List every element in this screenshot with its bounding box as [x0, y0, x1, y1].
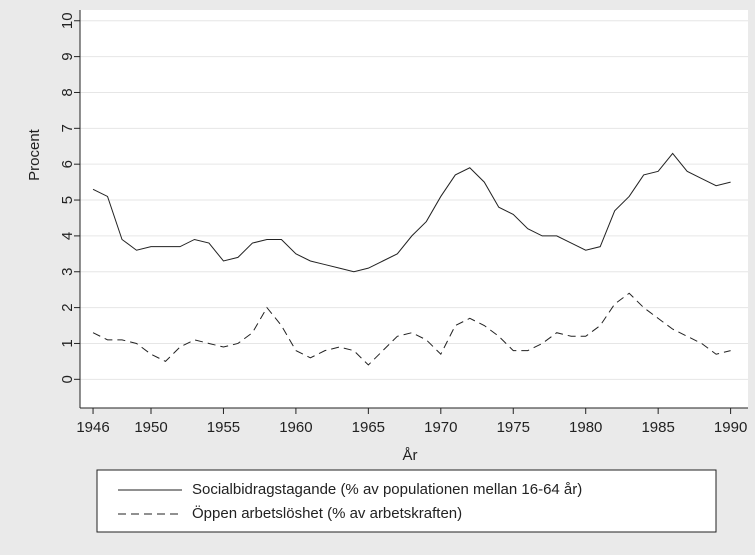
- x-tick-label: 1950: [134, 419, 167, 436]
- y-tick-label: 2: [59, 303, 76, 311]
- y-axis-label: Procent: [26, 128, 43, 181]
- legend-label: Öppen arbetslöshet (% av arbetskraften): [192, 504, 462, 522]
- legend-box: [96, 469, 717, 533]
- y-tick-label: 1: [59, 339, 76, 347]
- x-tick-label: 1975: [497, 419, 530, 436]
- x-axis-label: År: [403, 447, 418, 464]
- data-line: [92, 152, 731, 273]
- x-tick-label: 1955: [207, 419, 240, 436]
- y-tick-label: 8: [59, 88, 76, 96]
- plot-area: [80, 10, 748, 408]
- y-tick-label: 10: [59, 12, 76, 29]
- x-tick-label: 1970: [424, 419, 457, 436]
- y-tick-label: 4: [59, 232, 76, 240]
- x-tick-label: 1980: [569, 419, 602, 436]
- y-tick-label: 0: [59, 375, 76, 383]
- x-tick-label: 1965: [352, 419, 385, 436]
- x-tick-label: 1990: [714, 419, 747, 436]
- y-tick-label: 3: [59, 268, 76, 276]
- legend-label: Socialbidragstagande (% av populationen …: [192, 481, 582, 498]
- data-line: [92, 292, 731, 366]
- y-tick-label: 7: [59, 124, 76, 132]
- y-tick-label: 9: [59, 52, 76, 60]
- y-tick-label: 5: [59, 196, 76, 204]
- x-tick-label: 1985: [641, 419, 674, 436]
- x-tick-label: 1946: [76, 419, 109, 436]
- y-tick-label: 6: [59, 160, 76, 168]
- x-tick-label: 1960: [279, 419, 312, 436]
